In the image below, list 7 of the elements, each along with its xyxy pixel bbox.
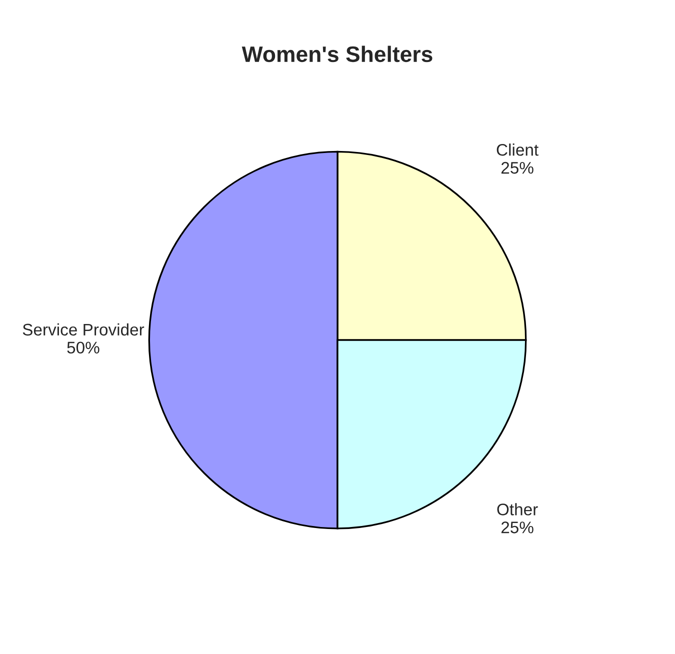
data-label: 25% xyxy=(501,162,534,174)
slice-label: Client xyxy=(496,144,538,156)
slice-label: Service Provider xyxy=(22,323,144,336)
slice-label: Other xyxy=(497,503,538,516)
data-label: 25% xyxy=(501,522,534,534)
chart-title: Women's Shelters xyxy=(242,46,432,62)
data-label: 50% xyxy=(67,342,100,354)
